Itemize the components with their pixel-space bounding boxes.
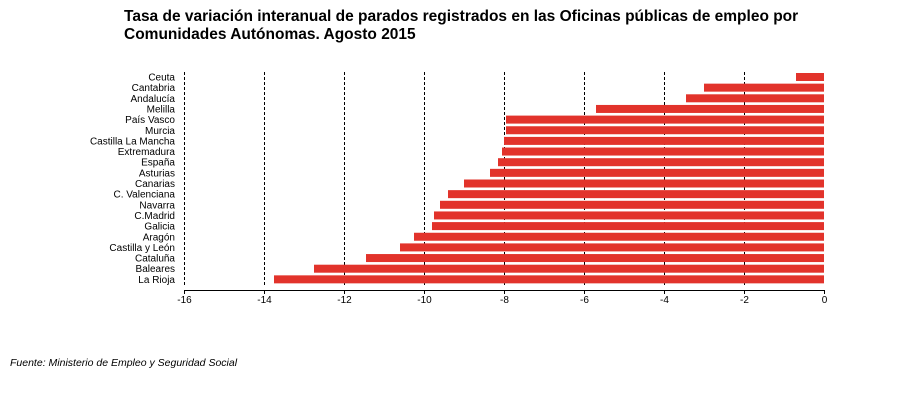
bar-5 <box>506 115 824 124</box>
bar-19 <box>314 264 824 273</box>
bar-9 <box>498 158 824 167</box>
category-label-20: La Rioja <box>138 275 175 286</box>
category-label-16: Aragón <box>143 232 175 243</box>
category-label-13: Navarra <box>139 200 175 211</box>
bar-3 <box>686 94 824 103</box>
x-tick-label-6: -4 <box>660 295 669 306</box>
bar-15 <box>432 222 824 231</box>
category-label-3: Andalucía <box>131 94 176 105</box>
category-label-9: España <box>141 158 175 169</box>
category-label-17: Castilla y León <box>109 243 175 254</box>
category-label-4: Melilla <box>147 104 176 115</box>
bar-16 <box>414 232 824 241</box>
chart-title-line-1: Tasa de variación interanual de parados … <box>124 8 799 25</box>
bar-10 <box>490 168 824 177</box>
bar-7 <box>504 136 824 145</box>
category-label-5: País Vasco <box>125 115 175 126</box>
bar-20 <box>274 275 824 284</box>
category-label-19: Baleares <box>136 264 175 275</box>
x-tick-label-8: 0 <box>822 295 828 306</box>
category-label-12: C. Valenciana <box>113 190 175 201</box>
x-tick-label-3: -10 <box>417 295 432 306</box>
category-label-2: Cantabria <box>132 83 176 94</box>
category-label-10: Asturias <box>139 168 175 179</box>
category-label-14: C.Madrid <box>134 211 175 222</box>
category-label-7: Castilla La Mancha <box>90 136 175 147</box>
bar-2 <box>704 83 824 92</box>
bar-6 <box>506 126 824 135</box>
x-tick-label-1: -14 <box>257 295 272 306</box>
bar-14 <box>434 211 824 220</box>
bar-8 <box>502 147 824 156</box>
x-tick-label-5: -6 <box>580 295 589 306</box>
bar-17 <box>400 243 824 252</box>
bar-1 <box>796 73 824 81</box>
bar-18 <box>366 254 824 263</box>
x-tick-label-2: -12 <box>337 295 352 306</box>
category-label-6: Murcia <box>145 126 175 137</box>
bar-13 <box>440 200 824 209</box>
category-label-18: Cataluña <box>135 254 175 265</box>
source-note: Fuente: Ministerio de Empleo y Seguridad… <box>10 357 238 369</box>
bar-11 <box>464 179 824 188</box>
bar-12 <box>448 190 824 199</box>
category-label-1: Ceuta <box>148 73 175 84</box>
chart-title-line-2: Comunidades Autónomas. Agosto 2015 <box>124 26 416 43</box>
chart-title: Tasa de variación interanual de parados … <box>124 8 824 44</box>
x-tick-label-0: -16 <box>177 295 192 306</box>
category-label-11: Canarias <box>135 179 175 190</box>
x-tick-label-7: -2 <box>740 295 749 306</box>
category-label-8: Extremadura <box>118 147 176 158</box>
x-tick-label-4: -8 <box>500 295 509 306</box>
category-label-15: Galicia <box>144 222 175 233</box>
bar-4 <box>596 104 824 113</box>
